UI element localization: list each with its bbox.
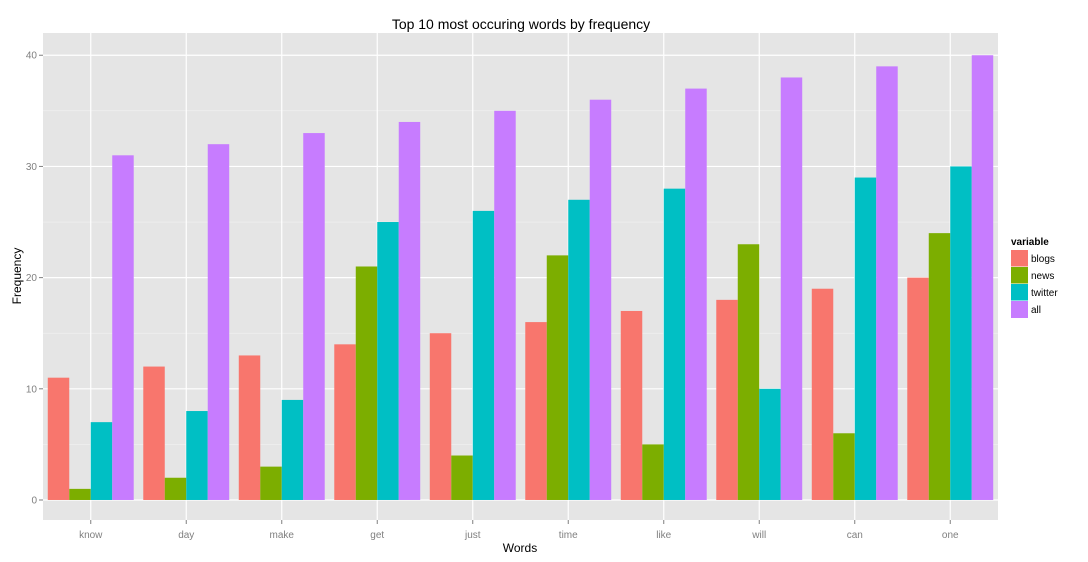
y-tick-label: 20 <box>26 273 38 284</box>
bar-all-can <box>876 66 898 500</box>
bar-all-day <box>207 144 230 500</box>
x-tick-label: can <box>847 530 863 541</box>
y-tick-label: 40 <box>26 51 38 62</box>
bar-all-make <box>303 133 325 500</box>
bar-twitter-can <box>854 177 877 500</box>
legend-label-all: all <box>1031 305 1041 316</box>
legend-title: variable <box>1011 237 1049 248</box>
x-tick-label: will <box>751 530 766 541</box>
legend-label-twitter: twitter <box>1031 288 1058 299</box>
bar-news-know <box>69 488 91 500</box>
y-tick-label: 0 <box>31 495 37 506</box>
bar-blogs-just <box>429 333 452 500</box>
bar-blogs-know <box>47 377 70 500</box>
bar-news-make <box>260 466 282 500</box>
legend-swatch-blogs <box>1011 250 1028 267</box>
y-axis-title: Frequency <box>10 248 24 305</box>
bar-news-get <box>355 266 378 500</box>
bar-twitter-just <box>472 210 495 500</box>
legend-swatch-news <box>1011 267 1028 284</box>
bar-news-like <box>642 444 664 500</box>
bar-blogs-time <box>525 322 547 500</box>
bar-blogs-get <box>334 344 356 500</box>
legend-swatch-all <box>1011 301 1028 318</box>
legend: variable blogs news twitter all <box>1010 237 1058 319</box>
legend-label-news: news <box>1031 271 1054 282</box>
x-tick-label: one <box>942 530 959 541</box>
bar-twitter-will <box>759 388 781 500</box>
bar-twitter-time <box>568 199 590 500</box>
x-axis-title: Words <box>503 541 537 555</box>
bar-twitter-day <box>186 411 208 500</box>
x-tick-label: time <box>559 530 578 541</box>
x-tick-label: like <box>656 530 671 541</box>
x-tick-label: make <box>270 530 295 541</box>
legend-label-blogs: blogs <box>1031 254 1055 265</box>
x-tick-label: get <box>370 530 384 541</box>
bars <box>47 55 994 500</box>
bar-blogs-will <box>716 299 738 500</box>
bar-blogs-day <box>143 366 165 500</box>
bar-news-can <box>833 433 855 500</box>
bar-news-time <box>546 255 569 500</box>
y-tick-label: 30 <box>26 162 38 173</box>
bar-blogs-can <box>811 288 834 500</box>
x-axis: know day make get just time like will can one <box>79 520 959 541</box>
x-tick-label: know <box>79 530 103 541</box>
bar-all-just <box>494 110 516 500</box>
bar-blogs-one <box>907 277 929 500</box>
bar-news-just <box>451 455 473 500</box>
bar-all-like <box>685 88 707 500</box>
bar-twitter-like <box>663 188 686 500</box>
legend-swatch-twitter <box>1011 284 1028 301</box>
x-tick-label: just <box>464 530 481 541</box>
bar-blogs-like <box>620 310 643 500</box>
bar-all-get <box>398 121 421 500</box>
bar-twitter-get <box>377 222 399 500</box>
bar-twitter-one <box>950 166 972 500</box>
legend-items: blogs news twitter all <box>1010 249 1058 319</box>
bar-news-one <box>928 233 951 500</box>
bar-twitter-know <box>90 422 113 500</box>
bar-all-time <box>589 99 612 500</box>
x-tick-label: day <box>178 530 194 541</box>
bar-news-will <box>737 244 760 500</box>
bar-news-day <box>164 477 187 500</box>
bar-twitter-make <box>281 399 304 500</box>
y-tick-label: 10 <box>26 384 38 395</box>
bar-all-know <box>112 155 134 500</box>
bar-all-one <box>971 55 994 500</box>
chart-title: Top 10 most occuring words by frequency <box>392 16 650 32</box>
bar-all-will <box>780 77 803 500</box>
y-axis: 0 10 20 30 40 <box>26 51 43 506</box>
bar-blogs-make <box>238 355 261 500</box>
